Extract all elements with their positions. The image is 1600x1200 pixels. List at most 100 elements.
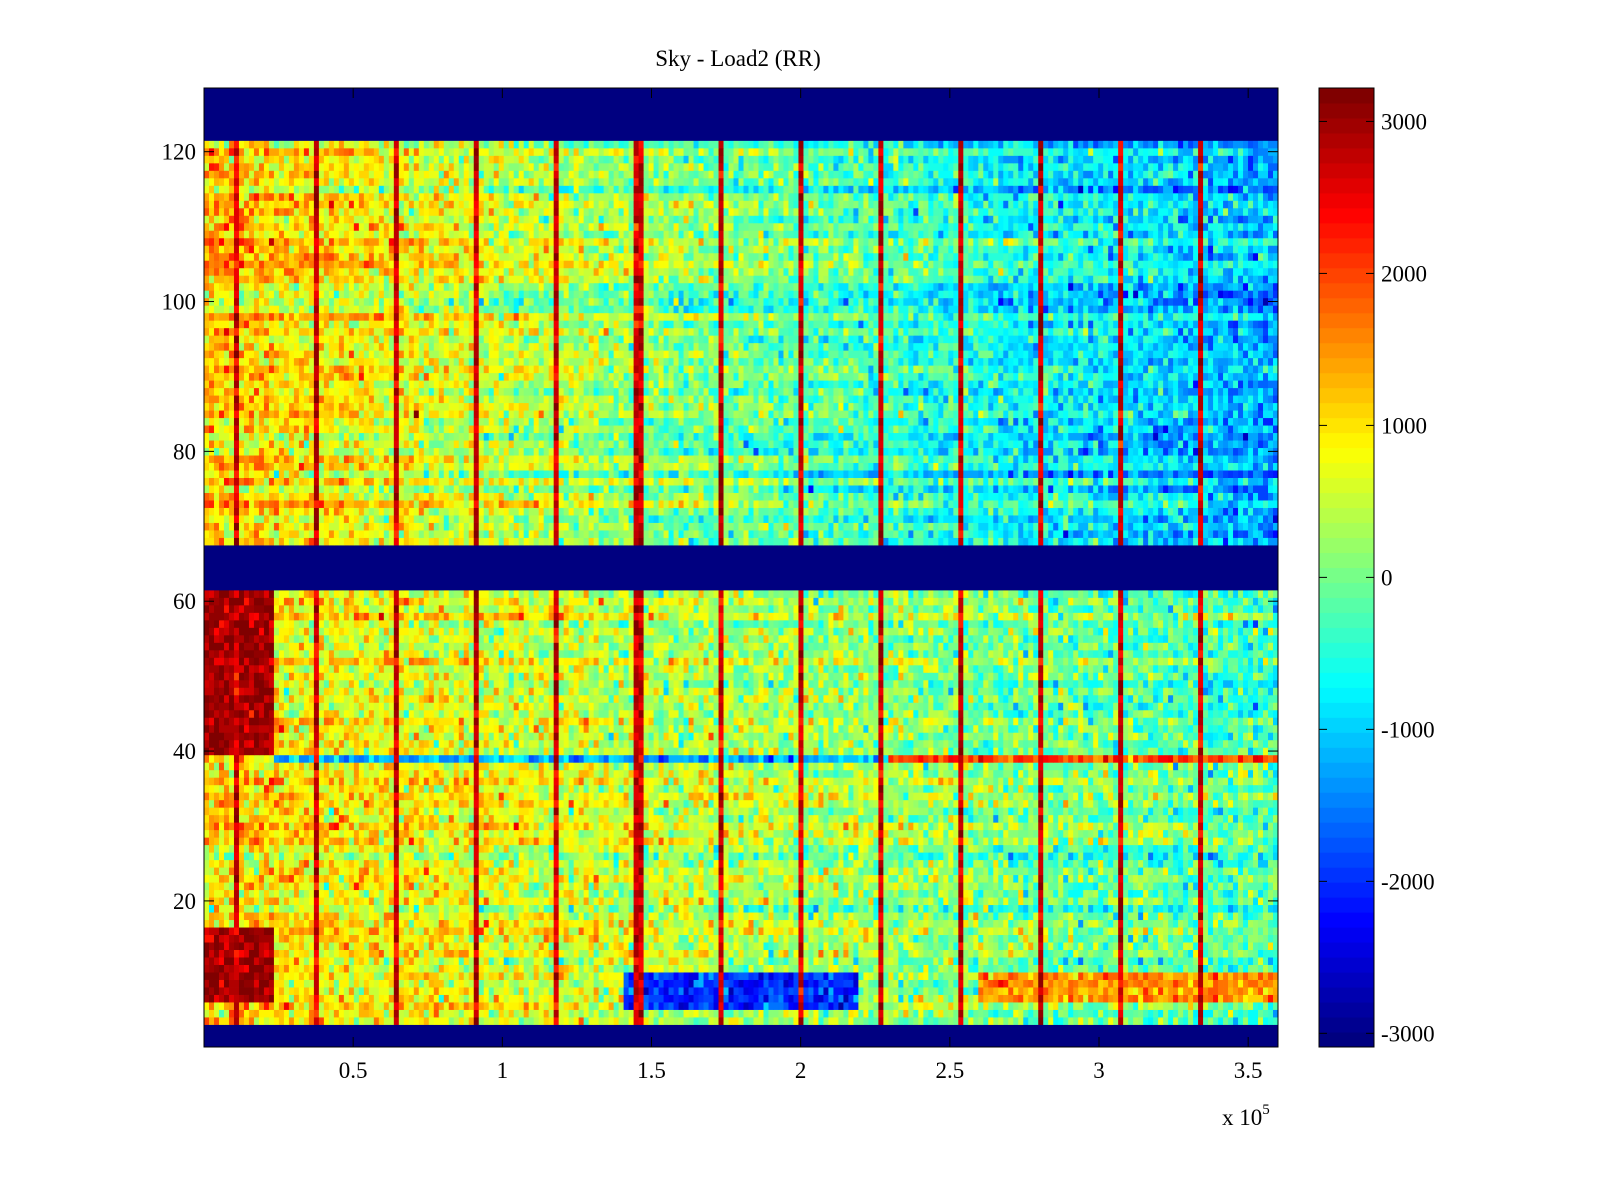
heatmap-cell <box>598 859 605 868</box>
heatmap-cell <box>668 972 674 980</box>
heatmap-cell <box>803 897 809 906</box>
heatmap-cell <box>968 889 974 898</box>
heatmap-cell <box>733 1002 739 1010</box>
heatmap-cell <box>453 897 460 906</box>
heatmap-cell <box>583 882 590 891</box>
heatmap-cell <box>1033 957 1039 965</box>
heatmap-cell <box>638 1017 644 1025</box>
heatmap-cell <box>743 904 749 913</box>
heatmap-cell <box>988 882 994 891</box>
heatmap-cell <box>263 949 270 958</box>
heatmap-cell <box>853 889 859 898</box>
heatmap-cell <box>393 919 400 928</box>
heatmap-cell <box>328 972 335 980</box>
heatmap-cell <box>1078 912 1084 921</box>
heatmap-cell <box>728 1009 734 1018</box>
heatmap-cell <box>853 867 859 876</box>
heatmap-cell <box>378 897 385 906</box>
heatmap-cell <box>733 882 739 891</box>
heatmap-cell <box>1083 904 1089 913</box>
heatmap-cell <box>793 987 799 995</box>
heatmap-cell <box>613 987 620 995</box>
heatmap-cell <box>528 882 535 891</box>
heatmap-cell <box>783 912 789 921</box>
heatmap-cell <box>668 1002 674 1010</box>
heatmap-cell <box>1038 987 1044 995</box>
heatmap-cell <box>473 859 480 868</box>
heatmap-cell <box>348 844 355 853</box>
heatmap-cell <box>388 994 395 1003</box>
heatmap-cell <box>213 987 220 995</box>
heatmap-cell <box>538 904 545 913</box>
heatmap-cell <box>233 957 240 965</box>
heatmap-cell <box>728 994 734 1003</box>
heatmap-cell <box>383 949 390 958</box>
heatmap-cell <box>228 904 235 913</box>
heatmap-cell <box>778 957 784 965</box>
heatmap-cell <box>213 979 220 988</box>
heatmap-cell <box>418 994 425 1003</box>
heatmap-cell <box>1273 1017 1279 1025</box>
heatmap-cell <box>1243 994 1249 1003</box>
heatmap-cell <box>1023 874 1029 883</box>
heatmap-cell <box>343 912 350 921</box>
heatmap-cell <box>638 1009 644 1018</box>
heatmap-cell <box>1153 919 1159 928</box>
heatmap-cell <box>1058 994 1064 1003</box>
heatmap-cell <box>883 972 889 980</box>
heatmap-cell <box>1243 987 1249 995</box>
heatmap-cell <box>578 957 585 965</box>
heatmap-cell <box>308 979 315 988</box>
heatmap-cell <box>638 927 644 936</box>
heatmap-cell <box>1148 957 1154 965</box>
heatmap-cell <box>498 1009 505 1018</box>
heatmap-cell <box>423 852 430 861</box>
heatmap-cell <box>1188 874 1194 883</box>
heatmap-cell <box>338 882 345 891</box>
heatmap-cell <box>318 979 325 988</box>
heatmap-cell <box>963 987 969 995</box>
heatmap-cell <box>688 942 694 951</box>
heatmap-cell <box>928 934 934 943</box>
heatmap-cell <box>328 844 335 853</box>
heatmap-cell <box>303 1017 310 1025</box>
heatmap-cell <box>758 1009 764 1018</box>
heatmap-cell <box>278 957 285 965</box>
heatmap-cell <box>343 942 350 951</box>
heatmap-cell <box>204 994 210 1003</box>
heatmap-cell <box>368 927 375 936</box>
heatmap-cell <box>378 927 385 936</box>
heatmap-cell <box>1093 912 1099 921</box>
heatmap-cell <box>443 987 450 995</box>
heatmap-cell <box>1133 949 1139 958</box>
heatmap-cell <box>1078 964 1084 973</box>
heatmap-cell <box>1068 912 1074 921</box>
heatmap-cell <box>378 889 385 898</box>
heatmap-cell <box>283 1009 290 1018</box>
heatmap-cell <box>408 882 415 891</box>
heatmap-cell <box>998 1002 1004 1010</box>
heatmap-cell <box>833 874 839 883</box>
heatmap-cell <box>933 972 939 980</box>
heatmap-cell <box>613 942 620 951</box>
heatmap-cell <box>1143 979 1149 988</box>
heatmap-cell <box>453 934 460 943</box>
heatmap-cell <box>593 912 600 921</box>
heatmap-cell <box>708 919 714 928</box>
heatmap-cell <box>963 934 969 943</box>
heatmap-cell <box>1213 949 1219 958</box>
heatmap-cell <box>568 987 575 995</box>
heatmap-cell <box>368 964 375 973</box>
heatmap-cell <box>648 1002 654 1010</box>
heatmap-cell <box>1263 859 1269 868</box>
heatmap-cell <box>538 912 545 921</box>
heatmap-cell <box>468 904 475 913</box>
heatmap-cell <box>298 874 305 883</box>
heatmap-cell <box>693 904 699 913</box>
heatmap-cell <box>828 957 834 965</box>
heatmap-cell <box>953 964 959 973</box>
heatmap-cell <box>938 852 944 861</box>
heatmap-cell <box>248 859 255 868</box>
heatmap-cell <box>968 874 974 883</box>
heatmap-cell <box>718 1009 724 1018</box>
